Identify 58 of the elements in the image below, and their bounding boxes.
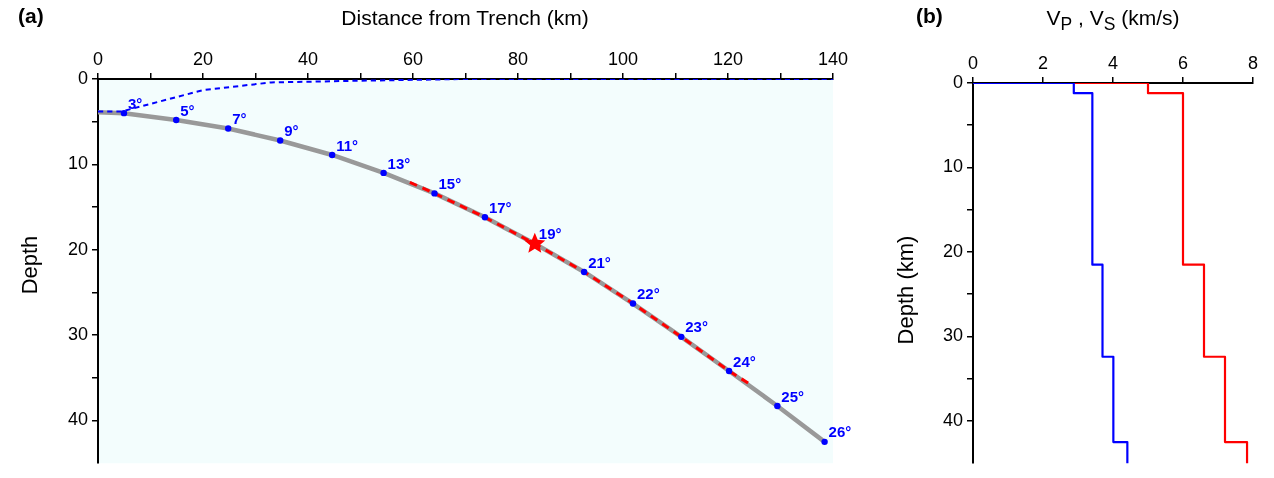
- y-tick-label: 10: [67, 153, 88, 174]
- x-tick-label: 0: [967, 53, 979, 74]
- y-tick-label: 30: [67, 324, 88, 345]
- x-tick-label: 2: [1037, 53, 1049, 74]
- x-tick-label: 20: [192, 49, 214, 70]
- y-tick-label: 0: [952, 71, 963, 92]
- point: [580, 268, 588, 276]
- annotation: 15°: [438, 175, 462, 193]
- annotation: 22°: [636, 285, 660, 303]
- annotation: 21°: [588, 253, 611, 271]
- annotation: 5°: [180, 101, 195, 119]
- point: [225, 125, 232, 132]
- annotation: 24°: [733, 352, 756, 370]
- point: [821, 438, 828, 446]
- x-axis-title: Distance from Trench (km): [341, 6, 589, 30]
- point: [774, 402, 781, 410]
- annotation: 11°: [336, 136, 359, 154]
- point: [173, 116, 180, 124]
- y-axis-title: Depth (km): [893, 235, 919, 345]
- annotation: 25°: [781, 387, 805, 405]
- x-tick-label: 100: [607, 49, 639, 70]
- annotation: 13°: [387, 154, 411, 172]
- annotation: 26°: [828, 423, 852, 441]
- y-tick-label: 20: [942, 240, 963, 261]
- x-tick-label: 6: [1177, 53, 1189, 74]
- point: [380, 169, 387, 177]
- point: [481, 214, 489, 221]
- point: [725, 367, 733, 375]
- annotation: 9°: [284, 122, 299, 140]
- y-tick-label: 10: [942, 156, 963, 177]
- point: [678, 333, 685, 341]
- annotation: 23°: [685, 318, 708, 336]
- x-tick-label: 120: [712, 49, 744, 70]
- annotation: 19°: [538, 225, 562, 243]
- chart-title: (b): [916, 4, 943, 28]
- x-tick-label: 140: [817, 49, 849, 70]
- chart-title: (a): [18, 4, 44, 28]
- point: [328, 151, 336, 159]
- x-tick-label: 8: [1247, 53, 1259, 74]
- annotation: 17°: [488, 198, 512, 216]
- y-tick-label: 40: [67, 409, 88, 430]
- annotation: 3°: [127, 94, 143, 112]
- x-tick-label: 4: [1107, 53, 1119, 74]
- point: [120, 109, 128, 117]
- x-axis-title: V$_{P}$ , V$_{S}$ (km/s): [1046, 6, 1180, 36]
- x-tick-label: 0: [92, 49, 104, 70]
- y-tick-label: 40: [942, 409, 963, 430]
- y-axis-title: Depth: [17, 235, 43, 295]
- point: [276, 137, 284, 144]
- point: [629, 300, 637, 307]
- annotation: 7°: [232, 110, 247, 128]
- x-tick-label: 60: [402, 49, 424, 70]
- point: [431, 190, 438, 197]
- y-tick-label: 0: [77, 67, 88, 88]
- y-tick-label: 20: [67, 238, 88, 259]
- x-tick-label: 40: [297, 49, 319, 70]
- x-tick-label: 80: [507, 49, 529, 70]
- y-tick-label: 30: [942, 325, 963, 346]
